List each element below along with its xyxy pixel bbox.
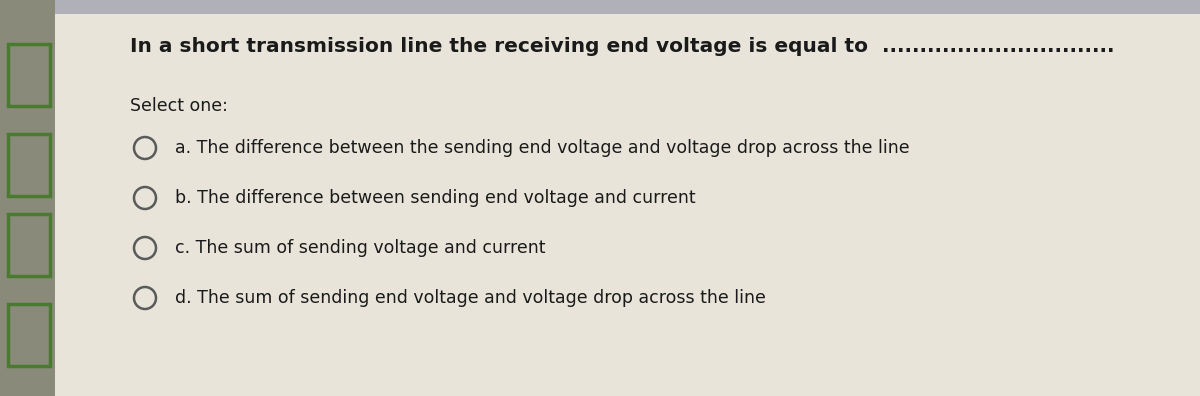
Text: d. The sum of sending end voltage and voltage drop across the line: d. The sum of sending end voltage and vo…	[175, 289, 766, 307]
Bar	[0, 0, 55, 396]
Bar	[0, 0, 1200, 14]
Text: c. The sum of sending voltage and current: c. The sum of sending voltage and curren…	[175, 239, 546, 257]
Text: Select one:: Select one:	[130, 97, 228, 115]
Text: a. The difference between the sending end voltage and voltage drop across the li: a. The difference between the sending en…	[175, 139, 910, 157]
Text: b. The difference between sending end voltage and current: b. The difference between sending end vo…	[175, 189, 696, 207]
Text: In a short transmission line the receiving end voltage is equal to  ............: In a short transmission line the receivi…	[130, 36, 1115, 55]
